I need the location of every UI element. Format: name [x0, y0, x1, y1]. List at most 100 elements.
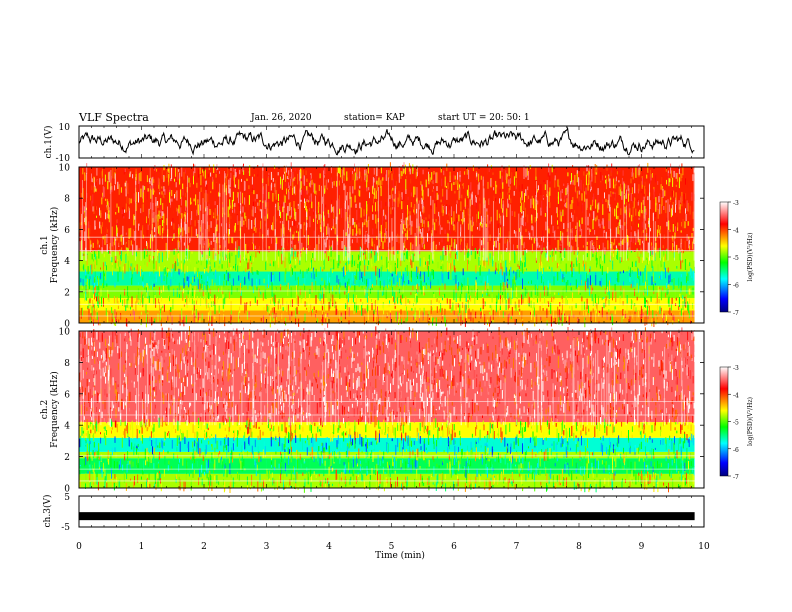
ch1-spectrogram-cell — [157, 221, 159, 229]
ch1-spectrogram-cell — [136, 253, 137, 257]
ch1-spectrogram-cell — [343, 183, 345, 191]
ch1-spectrogram-cell — [351, 272, 353, 284]
ch1-spectrogram-cell — [124, 298, 126, 308]
ch1-spectrogram-cell — [541, 242, 543, 253]
ch2-spectrogram-cell — [609, 331, 611, 341]
ch2-spectrogram-cell — [329, 366, 331, 377]
ch1-spectrogram-cell — [411, 220, 413, 227]
ch1-spectrogram-cell — [243, 170, 245, 175]
ch1-spectrogram-cell — [149, 167, 151, 178]
ch1-spectrogram-cell — [332, 206, 334, 212]
ch1-spectrogram-cell — [640, 314, 642, 323]
ch1-spectrogram-cell — [616, 176, 617, 182]
ch1-spectrogram-cell — [366, 207, 368, 216]
ch1-spectrogram-cell — [380, 167, 382, 174]
ch1-spectrogram-cell — [553, 276, 555, 286]
ch2-spectrogram-cell — [254, 439, 256, 448]
ch1-spectrogram-cell — [327, 223, 329, 235]
ch1-spectrogram-cell — [467, 277, 469, 288]
ch1-spectrogram-cell — [149, 180, 151, 184]
ch1-spectrogram-cell — [436, 186, 438, 191]
ch1-spectrogram-cell — [681, 221, 682, 227]
ch2-spectrogram-cell — [451, 401, 453, 406]
ch1-spectrogram-cell — [692, 302, 693, 308]
ch1-spectrogram-cell — [550, 303, 552, 314]
ch2-spectrogram-cell — [428, 413, 430, 423]
ch2-spectrogram-cell — [475, 427, 477, 436]
ch1-spectrogram-cell — [533, 289, 535, 300]
ch1-spectrogram-cell — [151, 185, 153, 191]
ch1-spectrogram-cell — [107, 312, 109, 323]
ch1-spectrogram-cell — [359, 185, 361, 189]
ch1-spectrogram-cell — [388, 201, 390, 207]
ch1-spectrogram-cell — [659, 288, 661, 297]
ch1-spectrogram-cell — [422, 198, 423, 208]
ch1-spectrogram-cell — [583, 264, 585, 271]
ch1-spectrogram-cell — [634, 288, 635, 296]
ch1-spectrogram-cell — [214, 305, 216, 315]
ch1-spectrogram-cell — [386, 230, 388, 239]
ch1-spectrogram-cell — [146, 287, 148, 297]
ch1-spectrogram-cell — [159, 215, 161, 219]
ch1-spectrogram-cell — [208, 203, 210, 215]
ch1-spectrogram-cell — [200, 296, 202, 307]
ch1-spectrogram-cell — [79, 241, 81, 251]
ch1-spectrogram-cell — [93, 206, 95, 214]
ch1-spectrogram-cell — [420, 181, 422, 185]
ch1-spectrogram-cell — [527, 292, 529, 304]
ch1-spectrogram-cell — [459, 187, 461, 199]
ch1-spectrogram-cell — [667, 289, 669, 294]
ch1-spectrogram-cell — [596, 257, 598, 265]
ch2-spectrogram-cell — [227, 444, 229, 453]
ch1-spectrogram-cell — [95, 188, 97, 192]
ch1-spectrogram-cell — [168, 285, 170, 292]
ch2-spectrogram-cell — [206, 401, 208, 409]
ch1-spectrogram-cell — [108, 214, 110, 223]
ch1-spectrogram-cell — [119, 249, 121, 255]
ch1-spectrogram-cell — [453, 259, 455, 266]
ch1-spectrogram-cell — [147, 314, 149, 324]
ch1-spectrogram-cell — [651, 173, 653, 178]
ch2-spectrogram-cell — [675, 380, 677, 385]
ch1-spectrogram-cell — [600, 278, 602, 287]
ch1-spectrogram-cell — [230, 205, 232, 209]
ch1-spectrogram-cell — [531, 317, 532, 321]
ch1-spectrogram-cell — [643, 305, 645, 313]
ch2-spectrogram-cell — [454, 445, 456, 456]
ch1-spectrogram-cell — [283, 201, 285, 208]
ch1-spectrogram-cell — [313, 212, 314, 215]
ch1-spectrogram-cell — [188, 177, 190, 183]
ch1-spectrogram-cell — [481, 223, 483, 228]
ch1-spectrogram-cell — [669, 273, 671, 282]
ch1-spectrogram-cell — [366, 187, 368, 192]
ch1-spectrogram-cell — [468, 301, 470, 308]
ch1-spectrogram-cell — [190, 218, 192, 225]
ch1-spectrogram-cell — [336, 275, 338, 283]
ch1-spectrogram-cell — [472, 317, 474, 322]
ch1-spectrogram-cell — [231, 252, 233, 257]
ch1-spectrogram-cell — [98, 296, 100, 303]
ch1-spectrogram-cell — [332, 217, 334, 229]
ch1-spectrogram-cell — [237, 166, 239, 178]
ch2-spectrogram-cell — [424, 457, 426, 463]
ch1-spectrogram-cell — [486, 293, 488, 296]
ch1-spectrogram-cell — [302, 270, 304, 279]
ch1-spectrogram-cell — [540, 184, 542, 196]
ch1-spectrogram-cell — [396, 258, 398, 265]
ch1-spectrogram-cell — [598, 295, 599, 305]
ch1-spectrogram-cell — [392, 291, 394, 303]
ch1-spectrogram-cell — [233, 207, 235, 212]
ch1-spectrogram-cell — [594, 196, 596, 204]
ch1-spectrogram-cell — [259, 246, 260, 254]
ch1-spectrogram-cell — [598, 219, 600, 227]
ch1-spectrogram-cell — [146, 230, 148, 237]
ch2-spectrogram-cell — [536, 353, 537, 362]
ch1-spectrogram-ytick-label: 8 — [64, 195, 70, 205]
ch1-spectrogram-cell — [487, 319, 488, 326]
ch1-spectrogram-cell — [461, 205, 463, 214]
ch1-spectrogram-cell — [477, 211, 479, 219]
ch1-spectrogram-cell — [478, 173, 480, 182]
ch1-spectrogram-cell — [491, 293, 493, 303]
ch1-spectrogram-cell — [456, 204, 457, 214]
ch1-spectrogram-streak — [283, 205, 285, 261]
